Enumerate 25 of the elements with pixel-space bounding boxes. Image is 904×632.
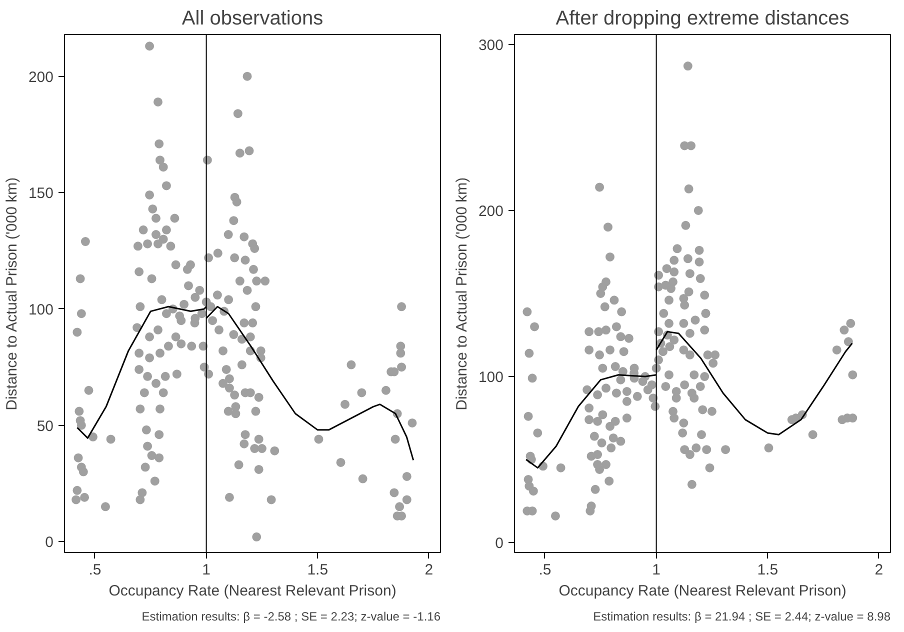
y-tick-label: 100 [28, 301, 54, 318]
x-tick-label: .5 [538, 562, 552, 578]
x-tick-label: .5 [88, 562, 102, 578]
chart-title: After dropping extreme distances [556, 8, 850, 30]
y-axis-title: Distance to Actual Prison ('000 km) [3, 177, 20, 410]
text: Estimation results: β = 21.94 ; SE = 2.44; z-value = 8.98 [593, 610, 891, 624]
x-tick-label: 1.5 [757, 562, 778, 578]
y-tick-label: 50 [36, 418, 54, 435]
y-tick-label: 100 [478, 369, 504, 386]
x-tick-label: 1.5 [307, 562, 328, 578]
y-tick-label: 0 [45, 534, 54, 552]
x-tick-label: 1 [202, 562, 210, 578]
y-tick-label: 200 [478, 202, 504, 220]
x-tick-label: 2 [424, 562, 434, 578]
chart-title: All observations [182, 8, 324, 30]
x-tick-label: 2 [874, 562, 884, 578]
y-tick-label: 0 [495, 535, 504, 552]
y-tick-label: 300 [478, 36, 504, 54]
y-tick-label: 200 [28, 68, 54, 86]
x-axis-title: Occupancy Rate (Nearest Relevant Prison) [108, 582, 396, 600]
y-tick-label: 150 [28, 185, 54, 202]
x-tick-label: 1 [652, 562, 660, 578]
y-axis-title: Distance to Actual Prison ('000 km) [453, 177, 470, 410]
text: Estimation results: β = -2.58 ; SE = 2.23; z-value = -1.16 [142, 610, 441, 624]
x-axis-title: Occupancy Rate (Nearest Relevant Prison) [558, 582, 846, 600]
